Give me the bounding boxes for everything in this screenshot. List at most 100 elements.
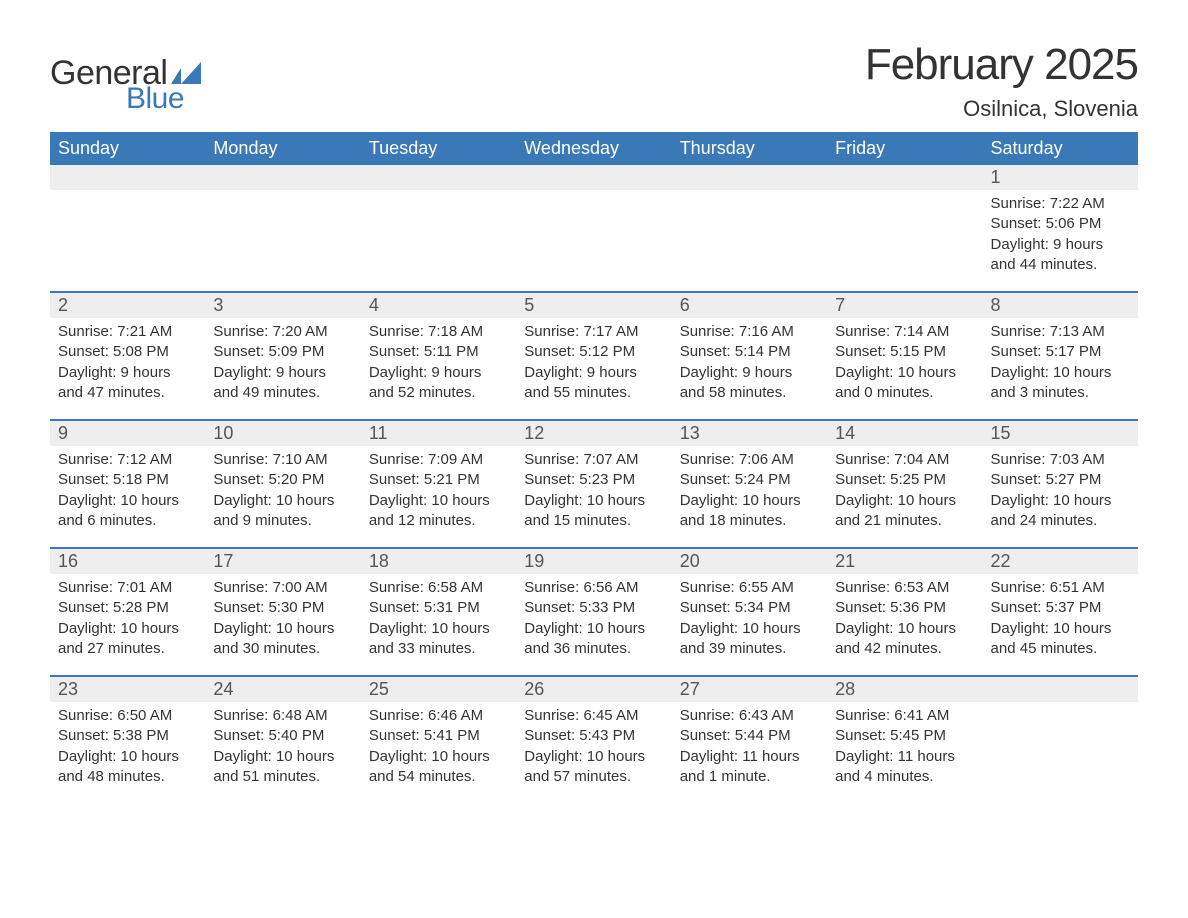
day-detail-cell: Sunrise: 7:00 AMSunset: 5:30 PMDaylight:…	[205, 574, 360, 663]
sunset-text: Sunset: 5:25 PM	[835, 470, 974, 490]
sunset-text: Sunset: 5:33 PM	[524, 598, 663, 618]
day-number-cell: 27	[672, 677, 827, 702]
sunset-text: Sunset: 5:30 PM	[213, 598, 352, 618]
day-detail-cell: Sunrise: 6:46 AMSunset: 5:41 PMDaylight:…	[361, 702, 516, 791]
sunrise-text: Sunrise: 6:41 AM	[835, 706, 974, 726]
sunset-text: Sunset: 5:44 PM	[680, 726, 819, 746]
sunrise-text: Sunrise: 6:51 AM	[991, 578, 1130, 598]
daylight1-text: Daylight: 10 hours	[58, 491, 197, 511]
daylight1-text: Daylight: 10 hours	[369, 619, 508, 639]
daylight2-text: and 3 minutes.	[991, 383, 1130, 403]
day-number-cell: 7	[827, 293, 982, 318]
daylight2-text: and 58 minutes.	[680, 383, 819, 403]
day-number-cell: 19	[516, 549, 671, 574]
sunset-text: Sunset: 5:21 PM	[369, 470, 508, 490]
sunset-text: Sunset: 5:41 PM	[369, 726, 508, 746]
daylight1-text: Daylight: 10 hours	[680, 619, 819, 639]
daylight2-text: and 18 minutes.	[680, 511, 819, 531]
daylight1-text: Daylight: 10 hours	[680, 491, 819, 511]
week-block: 232425262728Sunrise: 6:50 AMSunset: 5:38…	[50, 675, 1138, 791]
day-detail-cell: Sunrise: 6:58 AMSunset: 5:31 PMDaylight:…	[361, 574, 516, 663]
daylight2-text: and 52 minutes.	[369, 383, 508, 403]
daylight2-text: and 39 minutes.	[680, 639, 819, 659]
weekday-cell: Friday	[827, 132, 982, 165]
day-number-row: 9101112131415	[50, 419, 1138, 446]
daylight2-text: and 6 minutes.	[58, 511, 197, 531]
weekday-cell: Thursday	[672, 132, 827, 165]
daylight1-text: Daylight: 9 hours	[213, 363, 352, 383]
day-number-cell: 5	[516, 293, 671, 318]
day-number-cell: 3	[205, 293, 360, 318]
day-number-cell: 10	[205, 421, 360, 446]
sunrise-text: Sunrise: 7:00 AM	[213, 578, 352, 598]
sunrise-text: Sunrise: 6:55 AM	[680, 578, 819, 598]
sunrise-text: Sunrise: 7:13 AM	[991, 322, 1130, 342]
day-number-cell: 16	[50, 549, 205, 574]
day-number-cell: 18	[361, 549, 516, 574]
day-detail-cell: Sunrise: 7:03 AMSunset: 5:27 PMDaylight:…	[983, 446, 1138, 535]
day-number-cell: 23	[50, 677, 205, 702]
day-detail-cell	[827, 190, 982, 279]
daylight2-text: and 0 minutes.	[835, 383, 974, 403]
sunset-text: Sunset: 5:15 PM	[835, 342, 974, 362]
day-detail-cell: Sunrise: 6:41 AMSunset: 5:45 PMDaylight:…	[827, 702, 982, 791]
day-detail-cell: Sunrise: 7:12 AMSunset: 5:18 PMDaylight:…	[50, 446, 205, 535]
sunrise-text: Sunrise: 7:07 AM	[524, 450, 663, 470]
day-detail-cell: Sunrise: 6:51 AMSunset: 5:37 PMDaylight:…	[983, 574, 1138, 663]
day-detail-cell: Sunrise: 7:18 AMSunset: 5:11 PMDaylight:…	[361, 318, 516, 407]
sunset-text: Sunset: 5:31 PM	[369, 598, 508, 618]
daylight1-text: Daylight: 10 hours	[835, 491, 974, 511]
day-number-cell: 17	[205, 549, 360, 574]
daylight1-text: Daylight: 10 hours	[524, 619, 663, 639]
title-block: February 2025 Osilnica, Slovenia	[865, 40, 1138, 122]
sunrise-text: Sunrise: 6:46 AM	[369, 706, 508, 726]
sunrise-text: Sunrise: 6:48 AM	[213, 706, 352, 726]
sunset-text: Sunset: 5:34 PM	[680, 598, 819, 618]
day-detail-cell: Sunrise: 7:17 AMSunset: 5:12 PMDaylight:…	[516, 318, 671, 407]
day-detail-cell: Sunrise: 7:22 AMSunset: 5:06 PMDaylight:…	[983, 190, 1138, 279]
sunrise-text: Sunrise: 7:14 AM	[835, 322, 974, 342]
day-detail-cell	[205, 190, 360, 279]
daylight1-text: Daylight: 10 hours	[991, 363, 1130, 383]
day-number-cell: 1	[983, 165, 1138, 190]
daylight1-text: Daylight: 10 hours	[369, 491, 508, 511]
weekday-cell: Saturday	[983, 132, 1138, 165]
sunrise-text: Sunrise: 7:09 AM	[369, 450, 508, 470]
daylight2-text: and 4 minutes.	[835, 767, 974, 787]
day-detail-cell: Sunrise: 6:50 AMSunset: 5:38 PMDaylight:…	[50, 702, 205, 791]
day-number-cell: 15	[983, 421, 1138, 446]
sunset-text: Sunset: 5:12 PM	[524, 342, 663, 362]
sunset-text: Sunset: 5:27 PM	[991, 470, 1130, 490]
sunrise-text: Sunrise: 6:43 AM	[680, 706, 819, 726]
daylight1-text: Daylight: 9 hours	[680, 363, 819, 383]
logo-flag-icon	[171, 62, 201, 84]
sunrise-text: Sunrise: 6:45 AM	[524, 706, 663, 726]
location-label: Osilnica, Slovenia	[865, 96, 1138, 122]
sunrise-text: Sunrise: 7:17 AM	[524, 322, 663, 342]
daylight1-text: Daylight: 11 hours	[835, 747, 974, 767]
sunrise-text: Sunrise: 6:58 AM	[369, 578, 508, 598]
daylight2-text: and 30 minutes.	[213, 639, 352, 659]
week-block: 1Sunrise: 7:22 AMSunset: 5:06 PMDaylight…	[50, 165, 1138, 279]
day-detail-cell: Sunrise: 6:48 AMSunset: 5:40 PMDaylight:…	[205, 702, 360, 791]
brand-logo: General Blue	[50, 40, 201, 116]
day-number-row: 2345678	[50, 291, 1138, 318]
sunset-text: Sunset: 5:11 PM	[369, 342, 508, 362]
weekday-cell: Wednesday	[516, 132, 671, 165]
week-block: 16171819202122Sunrise: 7:01 AMSunset: 5:…	[50, 547, 1138, 663]
day-number-cell	[827, 165, 982, 190]
day-number-row: 16171819202122	[50, 547, 1138, 574]
sunrise-text: Sunrise: 7:18 AM	[369, 322, 508, 342]
daylight2-text: and 44 minutes.	[991, 255, 1130, 275]
sunrise-text: Sunrise: 6:50 AM	[58, 706, 197, 726]
daylight1-text: Daylight: 10 hours	[213, 491, 352, 511]
day-detail-row: Sunrise: 7:01 AMSunset: 5:28 PMDaylight:…	[50, 574, 1138, 663]
daylight2-text: and 47 minutes.	[58, 383, 197, 403]
day-number-row: 232425262728	[50, 675, 1138, 702]
sunrise-text: Sunrise: 7:20 AM	[213, 322, 352, 342]
sunset-text: Sunset: 5:17 PM	[991, 342, 1130, 362]
day-number-cell	[672, 165, 827, 190]
day-number-cell: 8	[983, 293, 1138, 318]
daylight1-text: Daylight: 10 hours	[835, 619, 974, 639]
daylight2-text: and 27 minutes.	[58, 639, 197, 659]
